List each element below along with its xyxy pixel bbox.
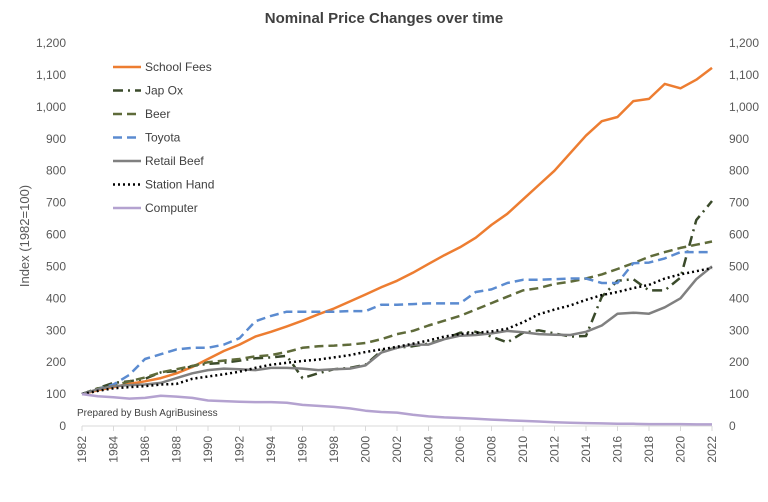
- y-axis-left: 0 100 200 300 400 500 600 700 800 900 1,000 1,100 1,…: [36, 36, 66, 433]
- legend-label-computer: Computer: [145, 201, 198, 215]
- y-tick-label-left: 500: [46, 259, 66, 273]
- x-tick-label: 1992: [233, 436, 247, 463]
- y-tick-label-left: 900: [46, 132, 66, 146]
- x-tick-label: 2000: [359, 436, 373, 463]
- series-line-toyota: [81, 250, 712, 396]
- x-tick-label: 2018: [642, 436, 656, 463]
- series-line-computer: [81, 392, 712, 426]
- legend-label-school-fees: School Fees: [145, 60, 212, 74]
- x-tick-label: 2002: [390, 436, 404, 463]
- y-tick-label-left: 400: [46, 291, 66, 305]
- x-tick-label: 1994: [264, 436, 278, 463]
- legend-label-toyota: Toyota: [145, 131, 181, 145]
- y-tick-label-right: 800: [729, 164, 749, 178]
- series-line-school-fees: [81, 66, 713, 396]
- x-tick-label: 2010: [516, 436, 530, 463]
- y-axis-right: 0 100 200 300 400 500 600 700 800 900 1,000 1,100 1,…: [729, 36, 759, 433]
- x-tick-label: 2022: [705, 436, 719, 463]
- x-tick-label: 1996: [296, 436, 310, 463]
- legend-label-station-hand: Station Hand: [145, 178, 214, 192]
- x-tick-label: 1990: [201, 436, 215, 463]
- y-tick-label-right: 100: [729, 387, 749, 401]
- y-tick-label-left: 0: [59, 419, 66, 433]
- x-tick-label: 1984: [107, 436, 121, 463]
- y-tick-label-right: 900: [729, 132, 749, 146]
- series-lines: [81, 66, 713, 426]
- x-axis: 1982 1984 1986 1988 1990 1992 1994 1996 1998 2000…: [75, 426, 719, 463]
- series-line-station-hand: [81, 266, 713, 396]
- x-tick-label: 1982: [75, 436, 89, 463]
- legend-label-retail-beef: Retail Beef: [145, 154, 204, 168]
- x-tick-label: 1986: [138, 436, 152, 463]
- y-tick-label-left: 800: [46, 164, 66, 178]
- y-tick-label-right: 200: [729, 355, 749, 369]
- series-line-retail-beef: [81, 265, 713, 396]
- y-tick-label-right: 600: [729, 228, 749, 242]
- y-tick-label-right: 1,000: [729, 100, 759, 114]
- y-tick-label-left: 1,000: [36, 100, 66, 114]
- x-tick-label: 1998: [327, 436, 341, 463]
- y-tick-label-left: 700: [46, 196, 66, 210]
- y-tick-label-right: 700: [729, 196, 749, 210]
- y-tick-label-left: 200: [46, 355, 66, 369]
- y-tick-label-left: 1,200: [36, 36, 66, 50]
- y-tick-label-right: 300: [729, 323, 749, 337]
- x-tick-label: 1988: [170, 436, 184, 463]
- x-tick-label: 2008: [485, 436, 499, 463]
- y-axis-label: Index (1982=100): [17, 185, 32, 287]
- x-tick-label: 2020: [674, 436, 688, 463]
- legend-label-jap-ox: Jap Ox: [145, 84, 183, 98]
- y-tick-label-left: 300: [46, 323, 66, 337]
- x-tick-label: 2004: [422, 436, 436, 463]
- chart-title: Nominal Price Changes over time: [265, 10, 503, 27]
- series-line-beer: [81, 240, 713, 396]
- y-tick-label-right: 400: [729, 291, 749, 305]
- y-tick-label-right: 1,100: [729, 68, 759, 82]
- y-tick-label-left: 100: [46, 387, 66, 401]
- x-tick-label: 2016: [611, 436, 625, 463]
- x-tick-label: 2014: [579, 436, 593, 463]
- y-tick-label-right: 500: [729, 259, 749, 273]
- legend: School Fees Jap Ox Beer Toyota Retail Beef St…: [113, 60, 214, 215]
- y-tick-label-left: 600: [46, 228, 66, 242]
- legend-label-beer: Beer: [145, 107, 170, 121]
- series-line-jap-ox: [81, 200, 713, 396]
- x-tick-label: 2012: [548, 436, 562, 463]
- x-tick-label: 2006: [453, 436, 467, 463]
- y-tick-label-right: 0: [729, 419, 736, 433]
- chart-note: Prepared by Bush AgriBusiness: [77, 408, 218, 419]
- y-tick-label-right: 1,200: [729, 36, 759, 50]
- y-tick-label-left: 1,100: [36, 68, 66, 82]
